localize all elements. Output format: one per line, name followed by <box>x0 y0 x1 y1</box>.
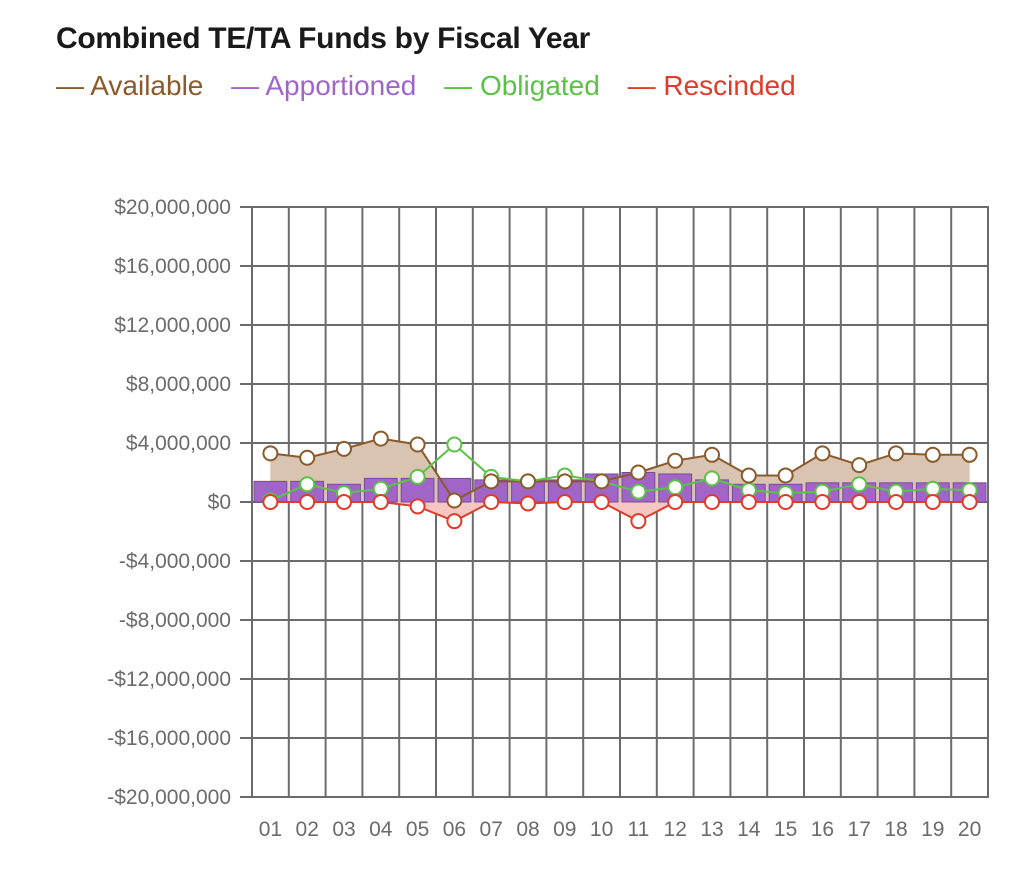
rescinded-point[interactable] <box>667 494 684 510</box>
x-tick-label: 10 <box>590 818 613 841</box>
x-tick-label: 08 <box>516 818 539 841</box>
legend-label-obligated: Obligated <box>479 70 600 101</box>
x-tick-label: 05 <box>406 818 429 841</box>
available-point[interactable] <box>262 445 279 462</box>
available-point[interactable] <box>704 446 720 463</box>
legend-item-available[interactable]: — Available <box>56 70 211 101</box>
x-tick-label: 12 <box>664 818 687 841</box>
obligated-point[interactable] <box>299 476 316 493</box>
available-point[interactable] <box>336 440 352 457</box>
y-tick-label: -$4,000,000 <box>119 550 231 573</box>
y-tick-label: $0 <box>208 491 231 514</box>
x-tick-label: 04 <box>369 818 393 841</box>
y-tick-label: -$16,000,000 <box>107 727 231 750</box>
chart-legend: — Available — Apportioned — Obligated — … <box>56 70 816 102</box>
x-tick-label: 18 <box>884 818 907 841</box>
x-tick-label: 15 <box>774 818 797 841</box>
y-tick-label: $8,000,000 <box>126 373 231 396</box>
rescinded-point[interactable] <box>961 494 978 510</box>
legend-item-rescinded[interactable]: — Rescinded <box>628 70 796 101</box>
legend-marker-available: — <box>56 70 84 101</box>
rescinded-point[interactable] <box>262 494 279 510</box>
legend-marker-apportioned: — <box>231 70 260 101</box>
available-point[interactable] <box>483 473 500 490</box>
available-point[interactable] <box>409 436 426 453</box>
chart-title: Combined TE/TA Funds by Fiscal Year <box>56 22 591 55</box>
rescinded-point[interactable] <box>814 494 831 510</box>
rescinded-point[interactable] <box>409 498 426 515</box>
y-tick-label: -$12,000,000 <box>107 668 231 691</box>
available-point[interactable] <box>593 473 610 490</box>
available-point[interactable] <box>851 457 868 474</box>
obligated-point[interactable] <box>924 480 941 497</box>
legend-label-apportioned: Apportioned <box>265 70 417 101</box>
rescinded-point[interactable] <box>851 494 868 510</box>
x-tick-label: 16 <box>811 818 834 841</box>
obligated-point[interactable] <box>630 483 647 500</box>
x-tick-label: 11 <box>627 818 649 841</box>
rescinded-point[interactable] <box>556 494 573 510</box>
y-tick-label: $20,000,000 <box>114 196 231 219</box>
rescinded-point[interactable] <box>593 494 610 510</box>
y-tick-label: $4,000,000 <box>126 432 231 455</box>
x-tick-label: 17 <box>848 818 871 841</box>
x-tick-label: 19 <box>921 818 944 841</box>
available-point[interactable] <box>961 446 978 463</box>
y-tick-label: -$20,000,000 <box>107 786 231 809</box>
rescinded-point[interactable] <box>299 494 316 510</box>
available-point[interactable] <box>888 445 904 462</box>
obligated-point[interactable] <box>372 480 389 497</box>
available-point[interactable] <box>667 452 684 469</box>
obligated-point[interactable] <box>851 476 868 493</box>
x-tick-label: 13 <box>700 818 723 841</box>
legend-item-apportioned[interactable]: — Apportioned <box>231 70 424 101</box>
rescinded-point[interactable] <box>630 513 647 530</box>
rescinded-point[interactable] <box>924 494 941 510</box>
rescinded-point[interactable] <box>777 494 794 510</box>
legend-label-available: Available <box>90 70 204 101</box>
available-point[interactable] <box>520 473 536 490</box>
rescinded-point[interactable] <box>483 494 500 510</box>
available-point[interactable] <box>299 449 316 466</box>
available-point[interactable] <box>630 464 647 481</box>
rescinded-point[interactable] <box>372 494 389 510</box>
legend-label-rescinded: Rescinded <box>663 70 796 101</box>
x-tick-label: 09 <box>553 818 576 841</box>
y-tick-label: $16,000,000 <box>114 255 231 278</box>
available-point[interactable] <box>924 446 941 463</box>
rescinded-point[interactable] <box>446 513 463 530</box>
y-tick-label: -$8,000,000 <box>119 609 231 632</box>
available-point[interactable] <box>556 473 573 490</box>
obligated-point[interactable] <box>704 470 720 487</box>
available-point[interactable] <box>372 430 389 447</box>
obligated-point[interactable] <box>409 468 426 485</box>
obligated-point[interactable] <box>667 479 684 496</box>
available-point[interactable] <box>814 445 831 462</box>
available-point[interactable] <box>446 492 463 509</box>
obligated-point[interactable] <box>446 436 463 453</box>
x-tick-label: 03 <box>332 818 355 841</box>
available-point[interactable] <box>777 467 794 484</box>
rescinded-point[interactable] <box>520 495 536 512</box>
y-tick-label: $12,000,000 <box>114 314 231 337</box>
x-tick-label: 20 <box>958 818 981 841</box>
rescinded-point[interactable] <box>704 494 720 510</box>
legend-marker-obligated: — <box>444 70 473 101</box>
x-tick-label: 14 <box>737 818 761 841</box>
x-tick-label: 07 <box>480 818 503 841</box>
legend-marker-rescinded: — <box>627 70 656 101</box>
x-tick-label: 01 <box>259 818 282 841</box>
available-point[interactable] <box>740 467 757 484</box>
rescinded-point[interactable] <box>336 494 352 510</box>
x-tick-label: 02 <box>296 818 319 841</box>
x-tick-label: 06 <box>443 818 466 841</box>
legend-item-obligated[interactable]: — Obligated <box>444 70 607 101</box>
rescinded-point[interactable] <box>740 494 757 510</box>
rescinded-point[interactable] <box>888 494 904 510</box>
